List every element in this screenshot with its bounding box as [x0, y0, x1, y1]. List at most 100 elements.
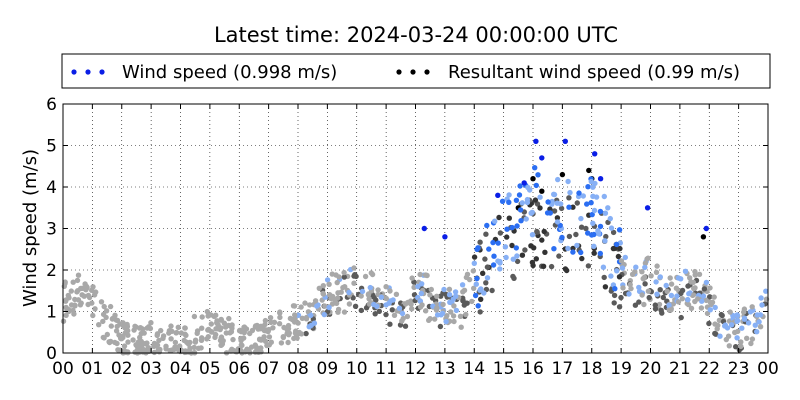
wind-speed-point	[484, 222, 490, 229]
wind-speed-point	[602, 210, 609, 216]
wind-speed-point	[592, 180, 598, 187]
wind-speed-point	[135, 339, 141, 345]
wind-speed-point	[595, 228, 601, 234]
wind-speed-point	[741, 316, 748, 322]
wind-speed-point	[645, 288, 652, 294]
wind-speed-point	[491, 253, 497, 259]
wind-speed-point	[613, 241, 620, 248]
wind-speed-point	[446, 292, 453, 298]
wind-speed-point	[320, 291, 327, 297]
wind-speed-point	[346, 289, 352, 296]
wind-speed-point	[409, 275, 415, 281]
wind-speed-point	[296, 329, 302, 336]
wind-speed-point	[237, 347, 243, 353]
wind-speed-point	[752, 322, 758, 328]
resultant-wind-speed-point	[329, 301, 336, 307]
wind-speed-point	[183, 332, 189, 338]
wind-speed-point	[72, 303, 78, 309]
resultant-wind-speed-point	[482, 256, 488, 262]
wind-speed-point	[675, 299, 682, 305]
wind-speed-point	[535, 172, 541, 178]
wind-speed-point	[745, 320, 752, 326]
resultant-wind-speed-point	[618, 294, 624, 301]
wind-speed-point	[218, 335, 224, 341]
wind-speed-point	[218, 316, 224, 323]
wind-speed-point	[474, 246, 480, 253]
wind-speed-point	[138, 343, 144, 349]
wind-speed-point	[614, 268, 620, 274]
wind-speed-point	[559, 234, 565, 241]
wind-speed-point	[497, 258, 503, 265]
wind-speed-point	[278, 340, 285, 346]
wind-speed-point	[443, 318, 449, 325]
wind-speed-point	[191, 344, 197, 351]
wind-speed-point	[336, 274, 342, 280]
wind-speed-point	[707, 285, 713, 291]
resultant-wind-speed-point	[602, 284, 609, 290]
resultant-wind-speed-point	[461, 302, 467, 308]
resultant-wind-speed-point	[573, 231, 579, 238]
wind-speed-point	[438, 312, 444, 318]
wind-speed-point	[514, 253, 520, 259]
wind-speed-point	[209, 329, 215, 335]
resultant-wind-speed-point	[372, 311, 378, 317]
resultant-wind-speed-point	[195, 345, 202, 351]
wind-speed-point	[712, 304, 718, 311]
wind-speed-point	[608, 225, 615, 231]
wind-speed-point	[204, 308, 210, 315]
wind-speed-point	[328, 295, 334, 302]
resultant-wind-speed-point	[470, 268, 476, 274]
resultant-wind-speed-point	[706, 320, 712, 327]
x-tick-label: 19	[610, 359, 632, 379]
resultant-wind-speed-point	[540, 263, 547, 269]
wind-speed-point	[246, 348, 252, 354]
wind-speed-point	[295, 320, 301, 326]
wind-speed-point	[525, 184, 531, 191]
wind-speed-point	[648, 273, 654, 279]
wind-speed-point	[172, 344, 178, 350]
wind-speed-point	[316, 285, 322, 291]
wind-speed-point	[108, 323, 115, 329]
resultant-wind-speed-point	[346, 301, 353, 307]
wind-speed-point	[367, 284, 373, 291]
resultant-wind-speed-point	[74, 277, 81, 284]
wind-speed-point	[591, 207, 598, 214]
wind-speed-point	[585, 230, 591, 236]
y-tick-label: 2	[46, 261, 57, 281]
wind-speed-point	[160, 335, 166, 341]
wind-speed-point	[137, 349, 143, 355]
wind-speed-point	[110, 315, 116, 322]
resultant-wind-speed-point	[98, 299, 105, 305]
wind-speed-point	[434, 305, 440, 311]
resultant-wind-speed-point	[291, 335, 297, 342]
wind-speed-point	[122, 330, 128, 336]
wind-speed-point	[464, 271, 471, 277]
wind-speed-point	[574, 242, 580, 249]
wind-speed-point	[664, 288, 670, 294]
x-tick-label: 16	[522, 359, 544, 379]
resultant-wind-speed-point	[657, 287, 663, 293]
resultant-wind-speed-point	[566, 233, 573, 240]
resultant-wind-speed-point	[352, 272, 358, 278]
wind-speed-point	[291, 303, 298, 309]
wind-speed-point	[644, 205, 651, 211]
resultant-wind-speed-point	[298, 304, 304, 310]
resultant-wind-speed-point	[583, 225, 589, 232]
wind-speed-point	[311, 320, 318, 326]
wind-speed-point	[116, 332, 122, 338]
resultant-wind-speed-point	[566, 195, 572, 201]
wind-speed-point	[521, 180, 527, 186]
resultant-wind-speed-point	[700, 234, 707, 240]
x-tick-label: 02	[111, 359, 133, 379]
wind-speed-point	[148, 320, 154, 326]
wind-speed-point	[173, 330, 179, 336]
wind-speed-point	[495, 240, 501, 246]
wind-speed-point	[502, 244, 509, 250]
wind-speed-point	[228, 348, 234, 354]
resultant-wind-speed-point	[579, 255, 585, 262]
wind-speed-point	[417, 271, 423, 278]
resultant-wind-speed-point	[692, 272, 698, 278]
wind-speed-point	[590, 220, 596, 226]
wind-speed-point	[759, 302, 765, 308]
wind-speed-point	[668, 292, 675, 299]
